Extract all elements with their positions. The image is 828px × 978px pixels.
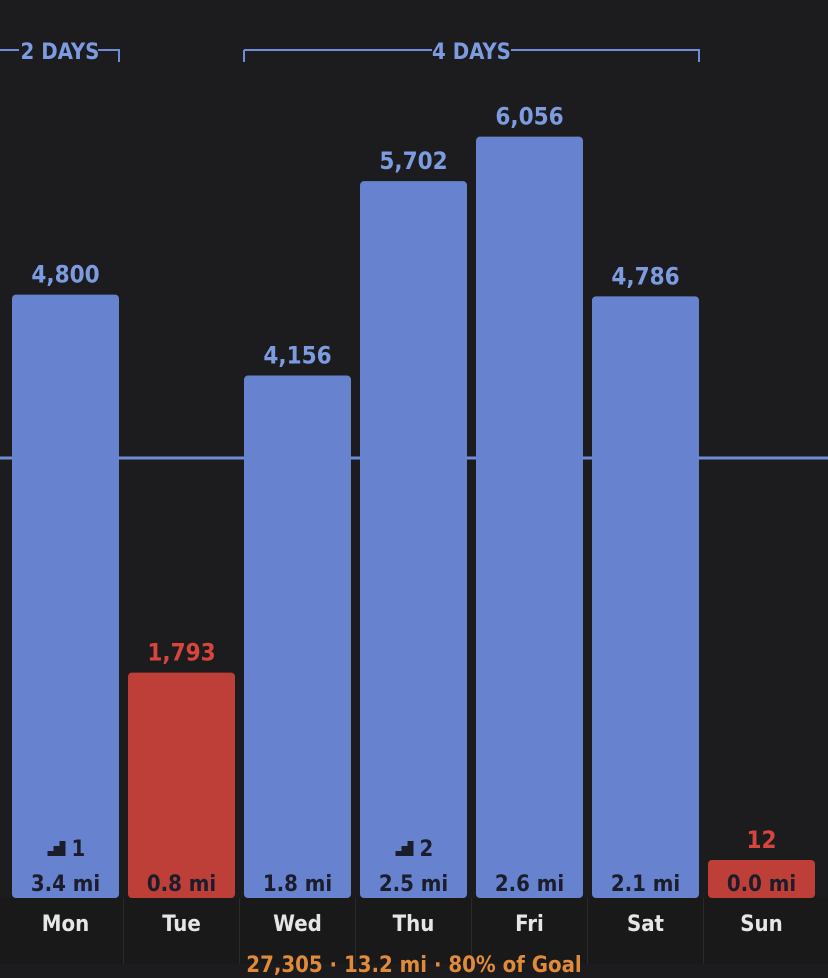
- day-divider: [239, 898, 240, 964]
- streak-bracket-right-1: [511, 49, 700, 62]
- streak-label-1: 4 DAYS: [432, 40, 511, 65]
- day-label-sat: Sat: [626, 911, 665, 937]
- bar-fri: [476, 136, 583, 898]
- day-divider: [123, 898, 124, 964]
- value-label-tue: 1,793: [147, 639, 215, 667]
- bar-thu: [360, 181, 467, 898]
- day-divider: [703, 898, 704, 964]
- distance-label-sun: 0.0 mi: [727, 872, 796, 897]
- streak-label-0: 2 DAYS: [21, 40, 100, 65]
- bar-mon: [12, 294, 119, 898]
- distance-label-mon: 3.4 mi: [31, 872, 100, 897]
- bar-sun: [708, 860, 815, 898]
- flights-count-mon: 1: [72, 837, 86, 862]
- value-label-thu: 5,702: [379, 147, 447, 175]
- distance-label-fri: 2.6 mi: [495, 872, 564, 897]
- day-label-wed: Wed: [273, 911, 322, 937]
- distance-label-thu: 2.5 mi: [379, 872, 448, 897]
- distance-label-tue: 0.8 mi: [147, 872, 216, 897]
- value-label-mon: 4,800: [31, 261, 99, 289]
- day-label-sun: Sun: [740, 911, 783, 937]
- stairs-icon: [41, 841, 66, 856]
- value-label-fri: 6,056: [495, 103, 563, 131]
- bar-sat: [592, 296, 699, 898]
- day-axis: [0, 898, 828, 964]
- value-label-sat: 4,786: [611, 262, 679, 290]
- distance-label-wed: 1.8 mi: [263, 872, 332, 897]
- day-divider: [355, 898, 356, 964]
- day-label-fri: Fri: [515, 911, 544, 937]
- flights-count-thu: 2: [420, 837, 434, 862]
- summary-text: 27,305 · 13.2 mi · 80% of Goal: [246, 953, 582, 978]
- distance-label-sat: 2.1 mi: [611, 872, 680, 897]
- bar-chart: 4,800 1,793 4,156 5,702 6,056 4,786 12 3.4 mi 1 0…: [0, 40, 828, 898]
- streak-bracket-right-0: [98, 49, 120, 62]
- bar-wed: [244, 375, 351, 898]
- day-label-thu: Thu: [392, 911, 435, 937]
- value-label-sun: 12: [746, 826, 776, 854]
- day-label-tue: Tue: [162, 911, 201, 937]
- value-label-wed: 4,156: [263, 342, 331, 370]
- day-label-mon: Mon: [41, 911, 90, 937]
- bar-tue: [128, 672, 235, 898]
- day-divider: [471, 898, 472, 964]
- day-divider: [587, 898, 588, 964]
- stairs-icon: [389, 841, 414, 856]
